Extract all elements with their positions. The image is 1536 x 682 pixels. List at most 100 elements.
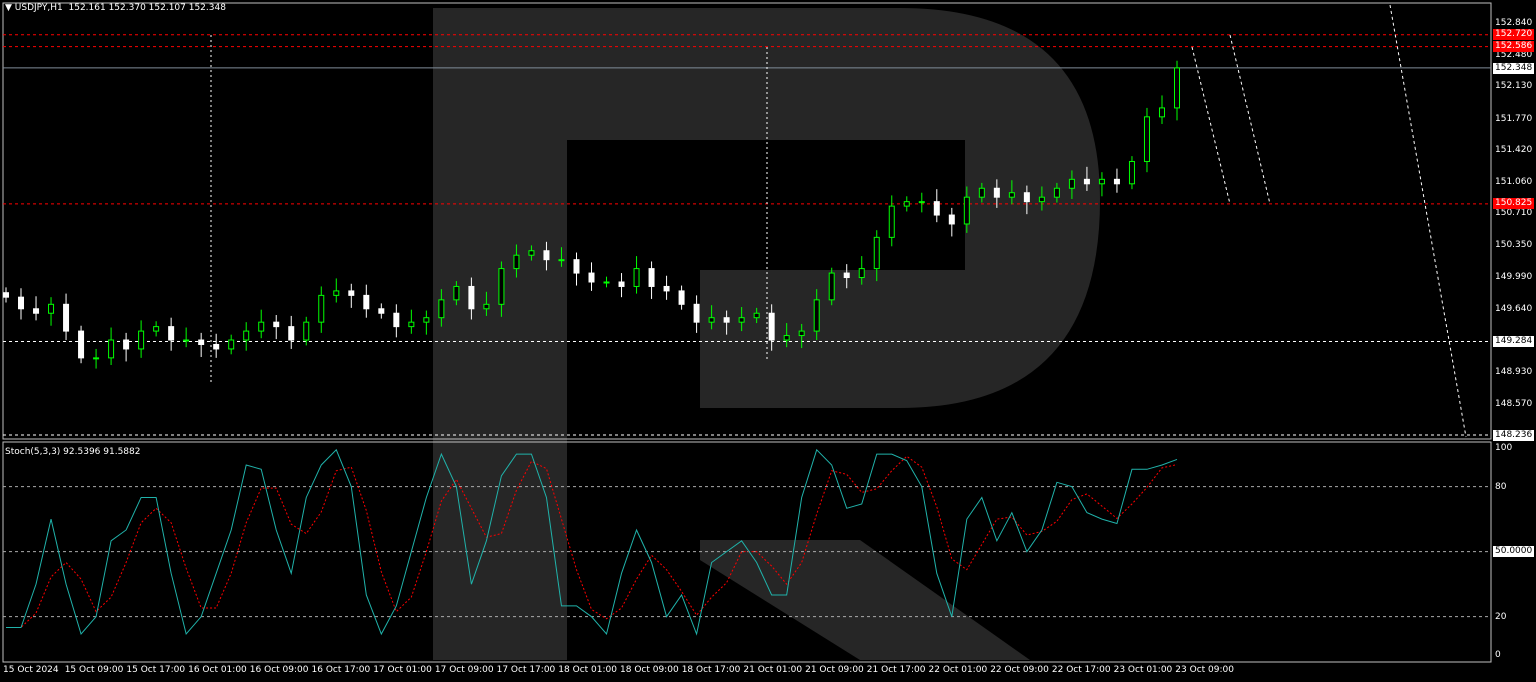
symbol-title: USDJPY,H1 [14,3,63,13]
price-axis-label: 150.710 [1495,208,1533,219]
candle-body [333,290,340,296]
candle-body [768,312,775,341]
stoch-signal-line [6,455,1178,628]
candle-body [33,308,40,314]
time-axis-label: 21 Oct 17:00 [866,665,926,675]
candle-body [528,250,535,256]
candle-body [873,236,880,270]
candle-body [993,187,1000,198]
stoch-title: Stoch(5,3,3) 92.5396 91.5882 [5,447,141,457]
candle-body [1053,187,1060,198]
price-axis-label: 150.350 [1495,240,1533,251]
candle-body [408,321,415,328]
candle-body [828,272,835,301]
candle-body [948,214,955,225]
candle-body [618,281,625,287]
candle-body [1068,178,1075,189]
candle-body [1158,107,1165,118]
candle-body [678,290,685,305]
candle-body [108,339,115,359]
candle-body [1098,178,1105,185]
candle-body [423,317,430,323]
price-axis-label: 149.640 [1495,303,1533,314]
price-tag-level-1: 152.720 [1493,29,1535,40]
candle-body [318,294,325,323]
candle-body [93,357,100,360]
candle-body [243,330,250,341]
candle-body [798,330,805,337]
candle-body [303,321,310,341]
candle-body [543,250,550,261]
price-axis-label: 148.930 [1495,367,1533,378]
price-tag-level-2: 152.586 [1493,41,1535,52]
forecast-line [1191,46,1231,205]
candle-body [978,187,985,198]
time-axis-label: 17 Oct 01:00 [373,665,432,675]
candle-body [783,335,790,341]
candle-body [573,259,580,274]
time-axis-label: 17 Oct 17:00 [496,665,556,675]
price-axis-label: 149.990 [1495,272,1533,283]
candle-body [633,268,640,287]
candle-body [903,201,910,207]
candle-body [708,317,715,323]
candle-body [258,321,265,332]
price-axis-label: 152.840 [1495,18,1533,28]
candle-body [348,290,355,296]
time-axis-label: 15 Oct 09:00 [64,665,124,675]
price-axis-label: 152.480 [1495,50,1533,61]
candle-body [498,268,505,305]
time-axis-label: 23 Oct 01:00 [1113,665,1173,675]
stoch-axis-20: 20 [1495,612,1507,622]
candle-body [138,330,145,350]
time-axis-label: 21 Oct 01:00 [743,665,803,675]
candle-body [513,254,520,270]
candle-body [198,339,205,345]
candle-body [888,205,895,238]
candle-body [693,303,700,323]
candle-body [18,296,25,310]
candle-body [843,272,850,279]
time-axis-label: 18 Oct 09:00 [620,665,679,675]
stoch-axis-80: 80 [1495,482,1507,492]
time-axis-label: 16 Oct 09:00 [249,665,309,675]
main-panel-frame [2,2,1492,440]
candle-body [1113,178,1120,185]
time-axis-label: 15 Oct 17:00 [126,665,186,675]
candle-body [123,339,130,350]
candle-body [738,317,745,323]
candle-body [963,196,970,225]
candle-body [168,326,175,341]
time-axis-label: 16 Oct 17:00 [311,665,371,675]
candle-body [453,285,460,301]
candle-body [1083,178,1090,185]
time-axis-label: 21 Oct 09:00 [805,665,864,675]
candle-body [363,294,370,310]
price-tag-current: 152.348 [1493,63,1535,74]
candle-body [213,343,220,350]
trend-line [1389,4,1467,438]
ohlc-values: 152.161 152.370 152.107 152.348 [68,3,226,13]
price-axis-label: 152.130 [1495,81,1533,92]
candle-body [858,268,865,279]
candle-body [1008,192,1015,198]
candle-body [1143,116,1150,162]
candle-body [393,312,400,328]
candle-body [1023,192,1030,203]
time-axis-label: 23 Oct 09:00 [1175,665,1234,675]
candle-body [918,201,925,204]
candle-body [48,303,55,314]
candle-body [1174,67,1180,109]
time-axis-label: 17 Oct 09:00 [434,665,494,675]
candle-body [558,259,565,262]
forecast-line [1229,34,1271,205]
stoch-axis-0: 0 [1495,650,1501,660]
time-axis-label: 18 Oct 01:00 [558,665,617,675]
candle-body [603,281,610,284]
time-axis-label: 15 Oct 2024 [3,665,59,675]
price-axis-label: 151.770 [1495,113,1533,124]
candle-body [813,299,820,332]
dropdown-triangle-icon[interactable]: ▼ [5,3,12,13]
candle-body [78,330,85,359]
